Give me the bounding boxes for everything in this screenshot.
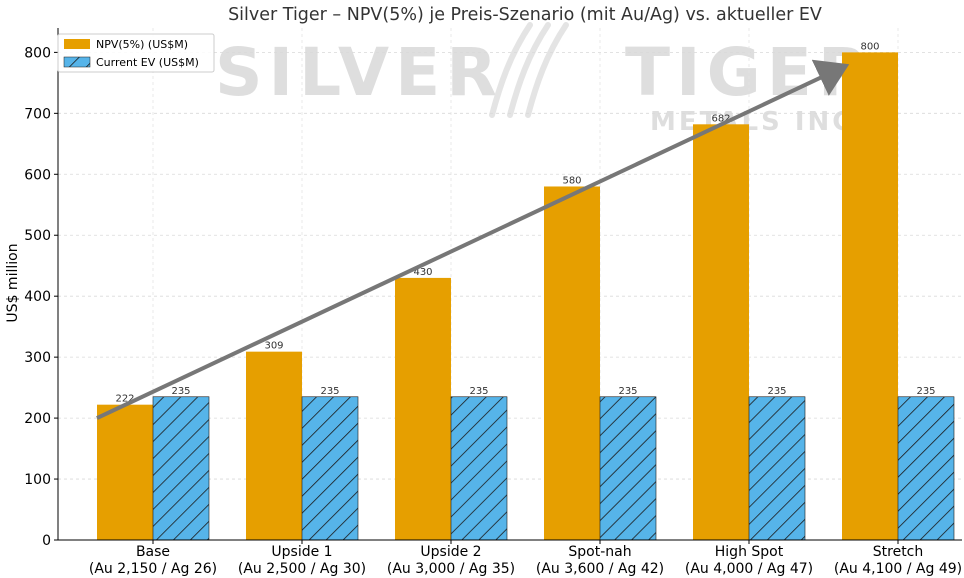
- value-label-ev: 235: [767, 386, 786, 397]
- x-tick-label-line2: (Au 3,000 / Ag 35): [387, 561, 515, 577]
- y-tick-label: 100: [24, 472, 51, 488]
- bar-current-ev: [301, 396, 359, 541]
- x-tick-label-line1: High Spot: [715, 544, 784, 560]
- watermark-logo: SILVER TIGER METALS INC: [215, 22, 875, 137]
- y-tick-label: 0: [42, 533, 51, 549]
- legend-label-npv: NPV(5%) (US$M): [96, 38, 188, 51]
- legend: NPV(5%) (US$M) Current EV (US$M): [57, 33, 215, 73]
- value-label-npv: 800: [860, 41, 879, 52]
- legend-box: [57, 33, 215, 73]
- y-tick-label: 500: [24, 228, 51, 244]
- value-label-ev: 235: [171, 386, 190, 397]
- x-tick-label: Stretch (Au 4,100 / Ag 49): [834, 544, 962, 577]
- bar-current-ev: [599, 396, 657, 541]
- value-labels: 222 309 430 580 682 800 235 235 235 235 235 235: [115, 41, 935, 404]
- trend-arrow: [96, 59, 850, 420]
- x-tick-label-line2: (Au 2,500 / Ag 30): [238, 561, 366, 577]
- y-tick-label: 700: [24, 106, 51, 122]
- value-label-ev: 235: [469, 386, 488, 397]
- trend-arrow-line: [96, 59, 850, 420]
- x-tick-label: Upside 2 (Au 3,000 / Ag 35): [387, 544, 515, 577]
- bar-current-ev: [897, 396, 955, 541]
- x-tick-label-line1: Upside 1: [271, 544, 332, 560]
- y-tick-label: 400: [24, 289, 51, 305]
- bar-npv: [544, 186, 600, 540]
- x-tick-label: Base (Au 2,150 / Ag 26): [89, 544, 217, 577]
- bar-current-ev: [748, 396, 806, 541]
- bar-current-ev: [152, 396, 210, 541]
- legend-swatch-npv: [64, 39, 90, 49]
- x-tick-label-line1: Stretch: [873, 544, 924, 560]
- value-label-npv: 222: [115, 394, 134, 405]
- axes: 0 100 200 300 400 500 600 700 800 Base (Au 2,150 /…: [24, 28, 962, 577]
- x-tick-label: Upside 1 (Au 2,500 / Ag 30): [238, 544, 366, 577]
- bar-npv: [97, 404, 153, 540]
- x-tick-label: Spot-nah (Au 3,600 / Ag 42): [536, 544, 664, 577]
- value-label-npv: 682: [711, 113, 730, 124]
- value-label-npv: 580: [562, 175, 581, 186]
- legend-label-ev: Current EV (US$M): [96, 56, 199, 69]
- legend-swatch-ev: [63, 56, 91, 68]
- watermark-claw-icon: [489, 22, 569, 118]
- value-label-ev: 235: [916, 386, 935, 397]
- x-tick-label-line1: Spot-nah: [568, 544, 631, 560]
- bar-npv: [395, 277, 451, 540]
- value-label-npv: 430: [413, 267, 432, 278]
- value-label-npv: 309: [264, 341, 283, 352]
- x-tick-label-line2: (Au 2,150 / Ag 26): [89, 561, 217, 577]
- bar-npv: [842, 52, 898, 540]
- y-tick-label: 800: [24, 45, 51, 61]
- bar-current-ev: [450, 396, 508, 541]
- y-tick-label: 200: [24, 411, 51, 427]
- watermark-text-tiger: TIGER: [625, 34, 875, 111]
- x-tick-label-line2: (Au 4,100 / Ag 49): [834, 561, 962, 577]
- y-tick-label: 300: [24, 350, 51, 366]
- bar-npv: [693, 124, 749, 541]
- x-tick-label-line2: (Au 3,600 / Ag 42): [536, 561, 664, 577]
- chart-title: Silver Tiger – NPV(5%) je Preis-Szenario…: [228, 5, 822, 25]
- watermark-text-silver: SILVER: [215, 34, 503, 111]
- x-tick-label-line2: (Au 4,000 / Ag 47): [685, 561, 813, 577]
- value-label-ev: 235: [320, 386, 339, 397]
- x-tick-label-line1: Upside 2: [420, 544, 481, 560]
- y-tick-label: 600: [24, 167, 51, 183]
- value-label-ev: 235: [618, 386, 637, 397]
- bar-npv: [246, 351, 302, 540]
- bars: [97, 52, 955, 541]
- x-tick-label: High Spot (Au 4,000 / Ag 47): [685, 544, 813, 577]
- y-axis-label: US$ million: [5, 243, 21, 322]
- x-tick-label-line1: Base: [136, 544, 170, 560]
